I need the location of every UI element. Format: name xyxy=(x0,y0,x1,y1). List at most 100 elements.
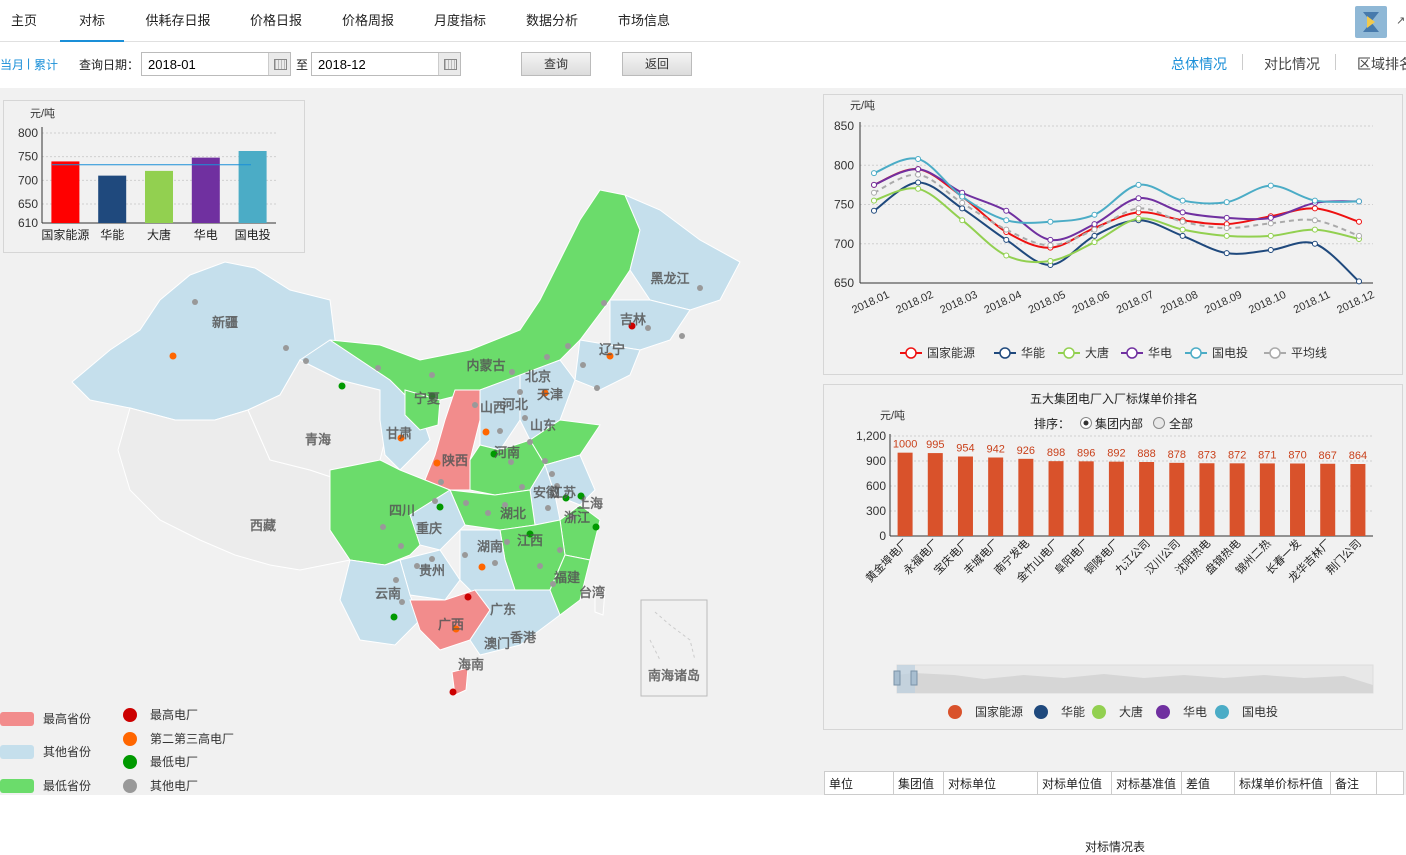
series-point[interactable] xyxy=(915,166,922,173)
table-header-cell[interactable]: 对标单位 xyxy=(944,772,1038,794)
legend-marker[interactable] xyxy=(1063,347,1075,359)
series-point[interactable] xyxy=(1267,220,1274,227)
series-line-2[interactable] xyxy=(873,187,1360,264)
series-point[interactable] xyxy=(1047,218,1054,225)
map-region-hainan[interactable] xyxy=(451,667,469,696)
bar-4[interactable] xyxy=(238,151,267,223)
plant-marker-second[interactable] xyxy=(433,459,441,467)
rank-bar-7[interactable] xyxy=(1108,461,1124,536)
plant-marker-other[interactable] xyxy=(580,362,586,368)
plant-marker-other[interactable] xyxy=(697,285,703,291)
series-point[interactable] xyxy=(1047,236,1054,243)
legend-marker[interactable] xyxy=(999,347,1011,359)
plant-marker-other[interactable] xyxy=(398,543,404,549)
plant-marker-second[interactable] xyxy=(452,625,460,633)
rank-bar-0[interactable] xyxy=(897,452,913,536)
calendar-icon[interactable] xyxy=(438,53,460,75)
app-logo-icon[interactable] xyxy=(1355,6,1387,38)
rank-bar-3[interactable] xyxy=(988,457,1004,537)
current-month-link[interactable]: 当月 xyxy=(0,58,25,72)
rank-bar-14[interactable] xyxy=(1320,463,1336,536)
rank-bar-5[interactable] xyxy=(1048,461,1064,536)
series-point[interactable] xyxy=(1091,226,1098,233)
series-point[interactable] xyxy=(1135,205,1142,212)
data-zoom-handle-right[interactable] xyxy=(910,670,918,686)
start-date-input[interactable] xyxy=(141,52,291,76)
map-region-taiwan[interactable] xyxy=(594,584,606,616)
plant-marker-lowest[interactable] xyxy=(436,503,444,511)
legend-dot[interactable] xyxy=(1156,705,1170,719)
legend-label[interactable]: 平均线 xyxy=(1291,346,1327,360)
legend-label[interactable]: 国家能源 xyxy=(975,704,1023,719)
plant-marker-lowest[interactable] xyxy=(490,450,498,458)
plant-marker-other[interactable] xyxy=(557,547,563,553)
plant-marker-other[interactable] xyxy=(645,325,651,331)
series-point[interactable] xyxy=(1179,226,1186,233)
rank-bar-13[interactable] xyxy=(1290,463,1306,537)
plant-marker-other[interactable] xyxy=(303,358,309,364)
series-line-4[interactable] xyxy=(873,157,1360,224)
calendar-icon[interactable] xyxy=(268,53,290,75)
tab-region-ranking[interactable]: 区域排名 xyxy=(1357,56,1406,72)
plant-marker-second[interactable] xyxy=(541,389,549,397)
plant-marker-other[interactable] xyxy=(438,479,444,485)
plant-marker-other[interactable] xyxy=(472,402,478,408)
sort-option-group[interactable]: 集团内部 xyxy=(1095,416,1143,431)
series-line-1[interactable] xyxy=(873,181,1360,283)
plant-marker-other[interactable] xyxy=(492,560,498,566)
series-point[interactable] xyxy=(915,179,922,186)
cumulative-link[interactable]: 累计 xyxy=(34,58,59,72)
plant-marker-other[interactable] xyxy=(508,459,514,465)
legend-dot[interactable] xyxy=(948,705,962,719)
series-point[interactable] xyxy=(1047,242,1054,249)
plant-marker-other[interactable] xyxy=(283,345,289,351)
plant-marker-other[interactable] xyxy=(519,484,525,490)
plant-marker-other[interactable] xyxy=(509,369,515,375)
series-point[interactable] xyxy=(1135,195,1142,202)
series-point[interactable] xyxy=(1223,214,1230,221)
plant-marker-second[interactable] xyxy=(482,428,490,436)
legend-label[interactable]: 华能 xyxy=(1021,346,1045,360)
bar-0[interactable] xyxy=(51,161,80,223)
plant-marker-other[interactable] xyxy=(432,498,438,504)
table-header-cell[interactable]: 对标基准值 xyxy=(1112,772,1182,794)
tab-overall[interactable]: 总体情况 xyxy=(1171,56,1227,72)
series-point[interactable] xyxy=(959,199,966,206)
plant-marker-other[interactable] xyxy=(601,300,607,306)
series-point[interactable] xyxy=(1091,232,1098,239)
rank-bar-8[interactable] xyxy=(1139,462,1155,536)
plant-marker-lowest[interactable] xyxy=(562,494,570,502)
plant-marker-other[interactable] xyxy=(537,563,543,569)
nav-supply-daily[interactable]: 供耗存日报 xyxy=(145,13,211,28)
series-line-5[interactable] xyxy=(873,173,1360,247)
plant-marker-second[interactable] xyxy=(397,434,405,442)
table-header-cell[interactable]: 差值 xyxy=(1182,772,1235,794)
legend-label[interactable]: 国电投 xyxy=(1242,704,1278,719)
series-point[interactable] xyxy=(1003,236,1010,243)
plant-marker-other[interactable] xyxy=(545,505,551,511)
series-point[interactable] xyxy=(1091,211,1098,218)
series-point[interactable] xyxy=(1003,217,1010,224)
series-point[interactable] xyxy=(1223,225,1230,232)
legend-label[interactable]: 大唐 xyxy=(1085,345,1109,360)
series-point[interactable] xyxy=(1356,198,1362,205)
series-point[interactable] xyxy=(1091,221,1098,228)
bar-3[interactable] xyxy=(191,157,220,223)
rank-bar-11[interactable] xyxy=(1229,463,1245,536)
plant-marker-other[interactable] xyxy=(554,483,560,489)
series-point[interactable] xyxy=(1179,232,1186,239)
plant-marker-other[interactable] xyxy=(569,514,575,520)
plant-marker-highest[interactable] xyxy=(449,688,457,696)
nav-benchmark[interactable]: 对标 xyxy=(60,0,124,42)
plant-marker-other[interactable] xyxy=(550,581,556,587)
plant-marker-other[interactable] xyxy=(565,343,571,349)
legend-marker[interactable] xyxy=(1126,347,1138,359)
series-point[interactable] xyxy=(959,193,966,200)
series-point[interactable] xyxy=(915,185,922,192)
legend-label[interactable]: 华能 xyxy=(1061,705,1085,719)
map-region-fujian[interactable] xyxy=(549,554,591,616)
plant-marker-other[interactable] xyxy=(517,389,523,395)
rank-bar-6[interactable] xyxy=(1078,461,1094,536)
plant-marker-lowest[interactable] xyxy=(428,392,436,400)
map-region-chongqing[interactable] xyxy=(409,489,466,551)
